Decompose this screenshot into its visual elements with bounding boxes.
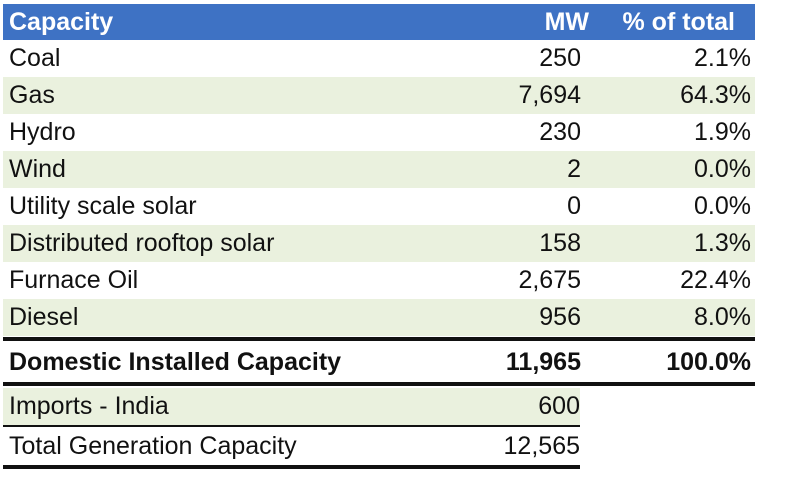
row-mw: 158 — [539, 229, 581, 257]
row-percent: 1.3% — [694, 229, 751, 257]
table-row: Distributed rooftop solar 158 1.3% — [3, 225, 755, 262]
thick-rule — [3, 337, 755, 341]
row-percent: 22.4% — [680, 266, 751, 294]
row-mw: 250 — [539, 44, 581, 72]
row-mw: 0 — [567, 192, 581, 220]
row-label: Domestic Installed Capacity — [9, 347, 342, 376]
divider-imports — [3, 425, 755, 428]
imports-row: Imports - India 600 — [3, 388, 580, 425]
row-mw: 230 — [539, 118, 581, 146]
table-row: Gas 7,694 64.3% — [3, 77, 755, 114]
row-mw: 2,675 — [518, 266, 581, 294]
row-label: Wind — [9, 155, 66, 183]
divider-bottom-total — [3, 382, 755, 388]
row-mw: 956 — [539, 303, 581, 331]
thick-rule — [3, 465, 580, 469]
row-percent: 0.0% — [694, 192, 751, 220]
table-row: Coal 250 2.1% — [3, 40, 755, 77]
table-row: Utility scale solar 0 0.0% — [3, 188, 755, 225]
row-percent: 8.0% — [694, 303, 751, 331]
table-row: Furnace Oil 2,675 22.4% — [3, 262, 755, 299]
row-mw: 11,965 — [505, 347, 581, 376]
row-percent: 0.0% — [694, 155, 751, 183]
row-percent: 100.0% — [666, 347, 751, 376]
table-row: Hydro 230 1.9% — [3, 114, 755, 151]
row-label: Imports - India — [9, 392, 169, 420]
row-label: Hydro — [9, 118, 76, 146]
total-generation-row: Total Generation Capacity 12,565 — [3, 428, 580, 465]
row-percent: 1.9% — [694, 118, 751, 146]
row-label: Furnace Oil — [9, 266, 139, 294]
row-mw: 12,565 — [503, 432, 580, 460]
row-label: Total Generation Capacity — [9, 432, 297, 460]
row-label: Diesel — [9, 303, 79, 331]
table-header: Capacity MW % of total — [3, 4, 755, 40]
row-label: Distributed rooftop solar — [9, 229, 275, 257]
table-row: Wind 2 0.0% — [3, 151, 755, 188]
header-mw: MW — [544, 7, 589, 36]
row-mw: 7,694 — [518, 81, 581, 109]
header-percent: % of total — [622, 7, 736, 36]
capacity-table: Capacity MW % of total Coal 250 2.1% Gas… — [3, 4, 755, 471]
header-capacity: Capacity — [9, 7, 114, 36]
domestic-total-row: Domestic Installed Capacity 11,965 100.0… — [3, 342, 755, 382]
row-mw: 600 — [538, 392, 580, 420]
divider-final — [3, 465, 755, 471]
table-row: Diesel 956 8.0% — [3, 299, 755, 336]
thin-rule — [3, 425, 580, 427]
row-percent: 64.3% — [680, 81, 751, 109]
row-label: Utility scale solar — [9, 192, 197, 220]
divider-top-total — [3, 336, 755, 342]
row-label: Coal — [9, 44, 61, 72]
row-mw: 2 — [567, 155, 581, 183]
row-label: Gas — [9, 81, 55, 109]
row-percent: 2.1% — [694, 44, 751, 72]
thick-rule — [3, 382, 755, 386]
